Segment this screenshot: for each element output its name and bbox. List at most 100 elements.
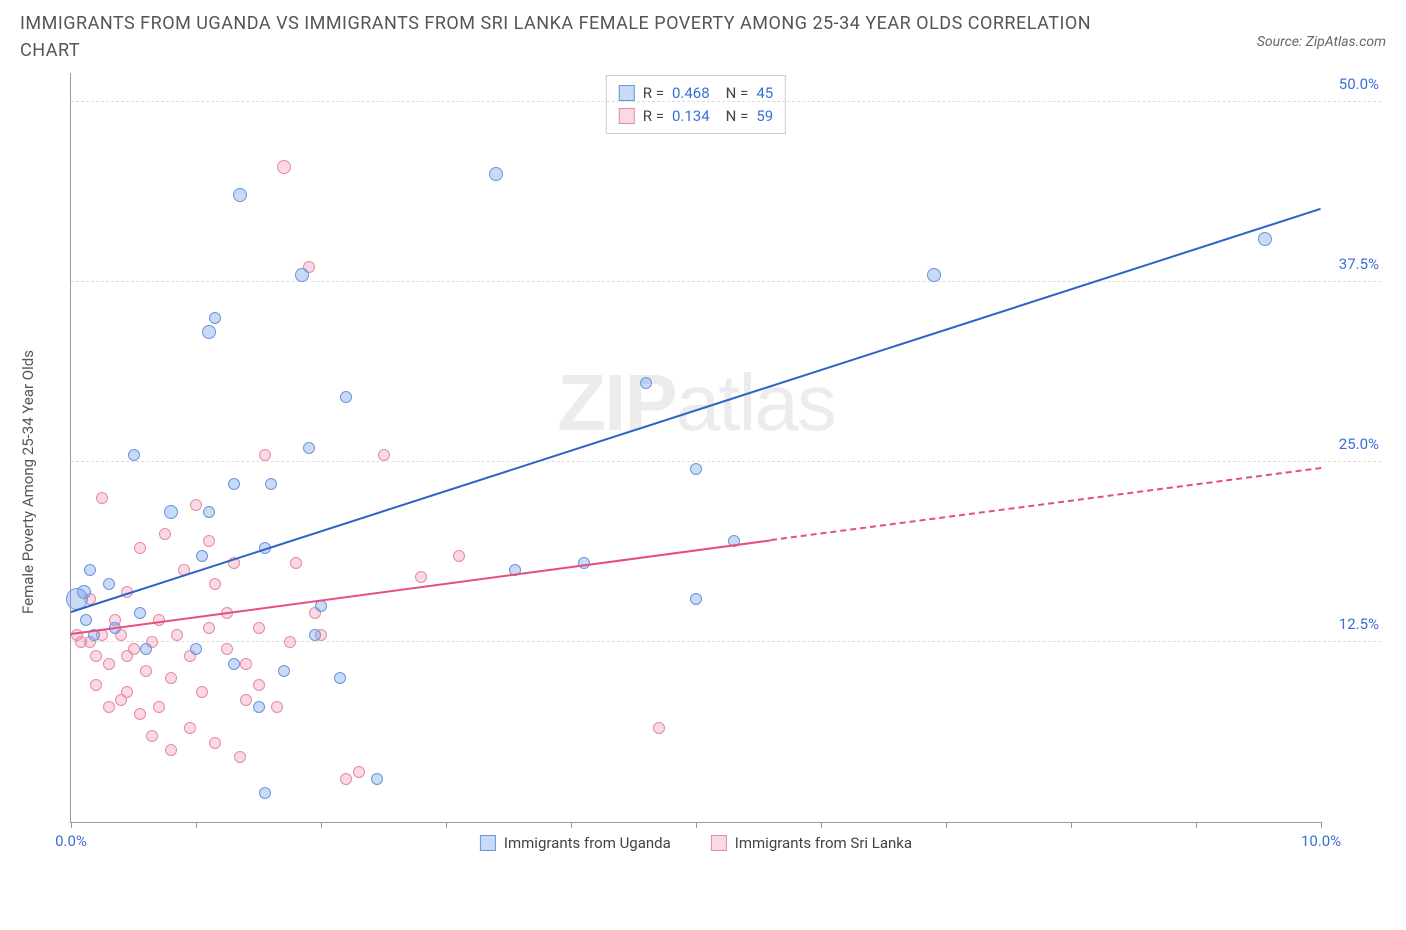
y-axis-label: Female Poverty Among 25-34 Year Olds bbox=[19, 350, 37, 614]
y-tick-label: 25.0% bbox=[1339, 435, 1379, 453]
point-srilanka bbox=[190, 499, 202, 511]
point-uganda bbox=[190, 643, 202, 655]
point-srilanka bbox=[340, 773, 352, 785]
point-uganda bbox=[228, 658, 240, 670]
point-srilanka bbox=[90, 679, 102, 691]
point-srilanka bbox=[353, 766, 365, 778]
point-uganda bbox=[309, 629, 321, 641]
point-srilanka bbox=[165, 744, 177, 756]
point-srilanka bbox=[134, 542, 146, 554]
source-label: Source: ZipAtlas.com bbox=[1257, 34, 1386, 50]
y-tick-label: 37.5% bbox=[1339, 255, 1379, 273]
point-uganda bbox=[128, 449, 140, 461]
x-tick bbox=[571, 822, 572, 828]
point-srilanka bbox=[165, 672, 177, 684]
gridline bbox=[71, 641, 1381, 642]
point-uganda bbox=[103, 578, 115, 590]
y-tick-label: 12.5% bbox=[1339, 615, 1379, 633]
y-tick-label: 50.0% bbox=[1339, 75, 1379, 93]
point-srilanka bbox=[277, 160, 291, 174]
point-uganda bbox=[489, 167, 503, 181]
point-uganda bbox=[140, 643, 152, 655]
point-uganda bbox=[340, 391, 352, 403]
legend-label-b: Immigrants from Sri Lanka bbox=[735, 834, 912, 852]
point-uganda bbox=[690, 593, 702, 605]
point-uganda bbox=[164, 505, 178, 519]
point-srilanka bbox=[259, 449, 271, 461]
point-uganda bbox=[265, 478, 277, 490]
point-uganda bbox=[233, 188, 247, 202]
point-srilanka bbox=[121, 686, 133, 698]
x-tick bbox=[196, 822, 197, 828]
point-uganda bbox=[84, 564, 96, 576]
swatch-a-icon bbox=[619, 85, 635, 101]
point-srilanka bbox=[153, 701, 165, 713]
legend-swatch-b-icon bbox=[711, 835, 727, 851]
point-srilanka bbox=[96, 492, 108, 504]
point-uganda bbox=[690, 463, 702, 475]
point-uganda bbox=[209, 312, 221, 324]
point-srilanka bbox=[184, 722, 196, 734]
point-srilanka bbox=[415, 571, 427, 583]
point-uganda bbox=[927, 268, 941, 282]
point-srilanka bbox=[378, 449, 390, 461]
point-srilanka bbox=[453, 550, 465, 562]
point-srilanka bbox=[140, 665, 152, 677]
point-uganda bbox=[196, 550, 208, 562]
point-uganda bbox=[134, 607, 146, 619]
point-uganda bbox=[77, 585, 91, 599]
trendline-srilanka bbox=[71, 539, 771, 635]
point-uganda bbox=[334, 672, 346, 684]
point-uganda bbox=[303, 442, 315, 454]
legend-label-a: Immigrants from Uganda bbox=[504, 834, 671, 852]
x-tick-label: 0.0% bbox=[55, 832, 87, 850]
point-srilanka bbox=[209, 578, 221, 590]
chart-container: Female Poverty Among 25-34 Year Olds ZIP… bbox=[20, 68, 1386, 878]
point-srilanka bbox=[203, 535, 215, 547]
point-srilanka bbox=[134, 708, 146, 720]
point-uganda bbox=[295, 268, 309, 282]
point-uganda bbox=[640, 377, 652, 389]
trendline-srilanka-extrapolated bbox=[771, 467, 1321, 541]
legend-item-a: Immigrants from Uganda bbox=[480, 834, 671, 852]
plot-area: ZIPatlas R = 0.468 N = 45 R = 0.134 N = … bbox=[70, 73, 1321, 823]
legend-swatch-a-icon bbox=[480, 835, 496, 851]
point-srilanka bbox=[271, 701, 283, 713]
gridline bbox=[71, 461, 1381, 462]
point-srilanka bbox=[284, 636, 296, 648]
swatch-b-icon bbox=[619, 108, 635, 124]
point-uganda bbox=[228, 478, 240, 490]
point-srilanka bbox=[253, 622, 265, 634]
point-srilanka bbox=[203, 622, 215, 634]
x-tick bbox=[946, 822, 947, 828]
stats-box: R = 0.468 N = 45 R = 0.134 N = 59 bbox=[606, 75, 786, 134]
point-srilanka bbox=[103, 658, 115, 670]
point-uganda bbox=[278, 665, 290, 677]
x-tick bbox=[821, 822, 822, 828]
gridline bbox=[71, 101, 1381, 102]
point-srilanka bbox=[221, 643, 233, 655]
legend-item-b: Immigrants from Sri Lanka bbox=[711, 834, 912, 852]
gridline bbox=[71, 281, 1381, 282]
trendline-uganda bbox=[71, 208, 1322, 613]
point-uganda bbox=[253, 701, 265, 713]
point-srilanka bbox=[253, 679, 265, 691]
point-srilanka bbox=[128, 643, 140, 655]
x-tick bbox=[71, 822, 72, 828]
stats-row-b: R = 0.134 N = 59 bbox=[619, 105, 773, 128]
watermark: ZIPatlas bbox=[557, 357, 834, 449]
x-tick bbox=[696, 822, 697, 828]
point-srilanka bbox=[209, 737, 221, 749]
point-uganda bbox=[371, 773, 383, 785]
x-legend: Immigrants from Uganda Immigrants from S… bbox=[480, 834, 912, 852]
point-uganda bbox=[80, 614, 92, 626]
x-tick bbox=[446, 822, 447, 828]
point-srilanka bbox=[234, 751, 246, 763]
point-srilanka bbox=[290, 557, 302, 569]
point-srilanka bbox=[103, 701, 115, 713]
x-tick-label: 10.0% bbox=[1301, 832, 1341, 850]
point-srilanka bbox=[196, 686, 208, 698]
point-srilanka bbox=[240, 658, 252, 670]
point-srilanka bbox=[171, 629, 183, 641]
x-tick bbox=[321, 822, 322, 828]
